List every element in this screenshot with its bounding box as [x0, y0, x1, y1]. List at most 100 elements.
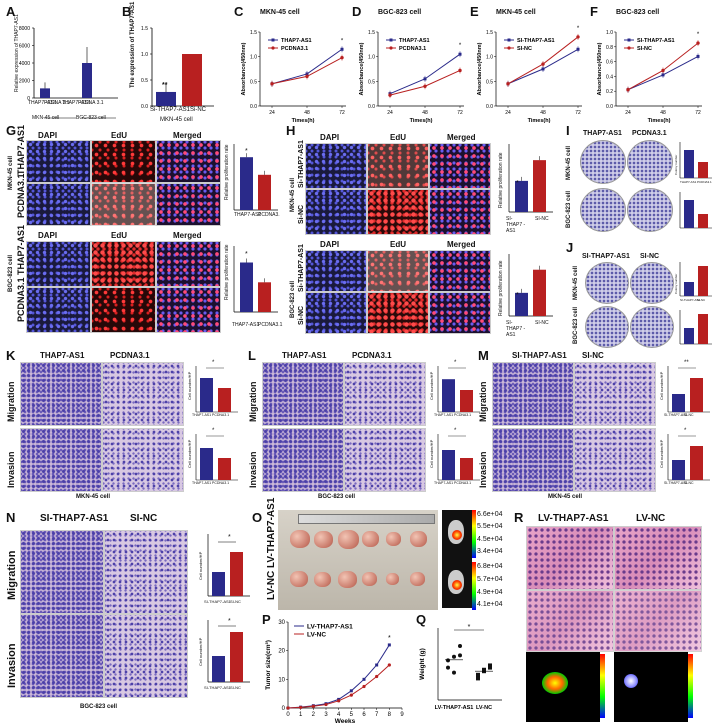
- l-x0-b: THAP7-AS1: [434, 481, 454, 485]
- h-edu-2: [367, 189, 429, 235]
- ivis-image: [442, 510, 472, 608]
- n-migration-1: [20, 530, 104, 614]
- chart-f-plot: 1.0 0.8 0.6 0.4 0.2 0.0 24 48 72 * SI-THAP7-AS1 SI-…: [597, 30, 702, 124]
- point: [458, 68, 462, 73]
- k-sig-1: *: [212, 360, 215, 366]
- xtick: 2: [312, 712, 316, 718]
- g-row-0: THAP7-AS1: [16, 124, 26, 175]
- xtick: 72: [695, 110, 701, 116]
- h-merged-1: [429, 143, 491, 189]
- point: [423, 77, 427, 81]
- point: [576, 47, 580, 51]
- r-signal-2: [624, 674, 638, 688]
- point: [270, 82, 274, 86]
- l-x1-b: PCDNA3.1: [454, 481, 472, 485]
- j-dish-3: [585, 306, 629, 348]
- i-dish-2: [627, 140, 673, 184]
- m-caption: MKN-45 cell: [548, 494, 583, 500]
- bar: [690, 446, 703, 480]
- i-row-0: MKN-45 cell: [566, 145, 572, 180]
- d-title: BGC-823 cell: [378, 9, 422, 16]
- m-row-0: Migration: [478, 381, 488, 423]
- h-col-dapi: DAPI: [320, 133, 340, 142]
- n-ylabel: Cell number/HP: [198, 551, 203, 580]
- g-dapi-1: [26, 140, 91, 183]
- a-group-1: BGC-823 cell: [76, 115, 106, 121]
- point: [696, 41, 700, 45]
- i-dish-4: [627, 188, 673, 232]
- xtick: 5: [350, 712, 354, 718]
- h-bottom-x1: SI-NC: [535, 320, 549, 326]
- xtick: 8: [388, 712, 392, 718]
- h-bottom-x0: SI-THAP7 -AS1: [506, 320, 526, 338]
- o-scale-b3: 4.1e+04: [477, 601, 503, 608]
- point: [476, 676, 480, 681]
- legend-1: SI-NC: [517, 46, 532, 52]
- a-ytick: 8000: [19, 26, 30, 32]
- xtick: 0: [286, 712, 290, 718]
- point: [349, 689, 353, 693]
- m-invasion-1: [492, 428, 574, 492]
- tumor-lv-5: [410, 572, 425, 586]
- scale-bar-top: [472, 510, 476, 558]
- i-ylabel: Colony number: [674, 154, 678, 175]
- g-merged-2: [156, 183, 221, 226]
- panel-letter-i: I: [566, 123, 570, 138]
- xtick: 6: [362, 712, 366, 718]
- xtick: 4: [337, 712, 341, 718]
- bar: [200, 448, 213, 480]
- point: [362, 677, 366, 681]
- i-dish-3: [580, 188, 626, 232]
- r-col-1: LV-NC: [636, 513, 666, 524]
- l-sig-2: *: [454, 428, 457, 434]
- b-ylabel: The expression of THAP7-AS1: [130, 1, 136, 88]
- n-migration-2: [104, 530, 188, 614]
- legend-0: SI-THAP7-AS1: [637, 38, 675, 44]
- m-sig-1: **: [684, 360, 689, 366]
- point: [299, 705, 303, 710]
- ylabel: Absorbance(450nm): [477, 42, 483, 95]
- h-bottom-ylabel: Relative proliferation rate: [498, 260, 504, 316]
- xtick: 72: [457, 110, 463, 116]
- point: [452, 670, 456, 675]
- legend-0: THAP7-AS1: [281, 38, 312, 44]
- point: [340, 55, 344, 60]
- n-col-1: SI-NC: [130, 513, 158, 524]
- chart-n: [207, 534, 250, 683]
- h-top-x0: SI-THAP7 -AS1: [506, 216, 526, 234]
- l-col-0: THAP7-AS1: [282, 351, 327, 360]
- signal-top: [452, 530, 462, 540]
- bar: [460, 458, 473, 480]
- legend-0: LV-THAP7-AS1: [307, 624, 353, 631]
- l-migration-1: [262, 362, 344, 426]
- m-migration-2: [574, 362, 656, 426]
- xtick: 24: [625, 110, 631, 116]
- j-dish-4: [630, 306, 674, 348]
- ylabel: Absorbance(450nm): [359, 42, 365, 95]
- ytick: 1.5: [368, 30, 375, 36]
- bar: [258, 174, 271, 210]
- g-dapi-3: [26, 241, 91, 287]
- o-scale-t0: 6.6e+04: [477, 511, 503, 518]
- i-col-1: PCDNA3.1: [632, 130, 667, 137]
- g-edu-4: [91, 287, 156, 333]
- panel-letter-r: R: [514, 510, 524, 525]
- k-ylabel-b: Cell number/HP: [187, 439, 192, 468]
- k-caption: MKN-45 cell: [76, 494, 111, 500]
- g-merged-1: [156, 140, 221, 183]
- xcat-0: LV-THAP7-AS1: [435, 705, 474, 711]
- xtick: 9: [400, 712, 404, 718]
- g-bottom-x0: THAP7-AS1: [232, 322, 260, 328]
- chart-k: [195, 366, 238, 481]
- ytick: 0.5: [486, 79, 493, 85]
- xtick: 48: [304, 110, 310, 116]
- bar: [200, 378, 213, 412]
- m-x0-b: SI-THAP7-AS1: [664, 481, 688, 485]
- panel-letter-q: Q: [416, 612, 427, 627]
- i-row-1: BGC-823 cell: [566, 190, 572, 228]
- l-ylabel-b: Cell number/HP: [429, 439, 434, 468]
- bar: [442, 379, 455, 412]
- a-x-2: THAP7 -AS1: [62, 100, 91, 106]
- ytick: 0.6: [606, 60, 613, 66]
- m-sig-2: *: [684, 428, 687, 434]
